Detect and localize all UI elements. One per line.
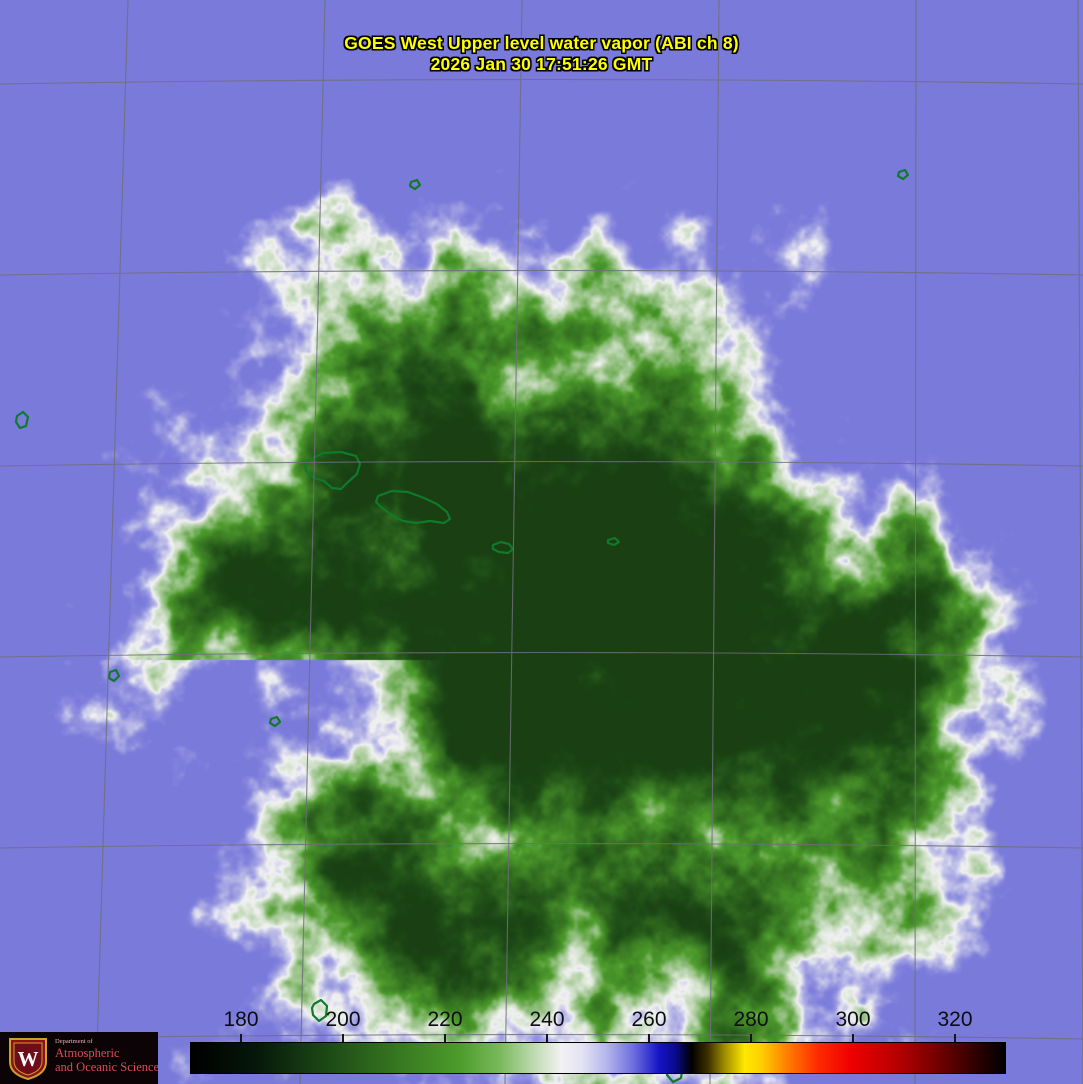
colorbar-tick-labels: 180 200 220 240 260 280 300 320 <box>190 1008 1006 1034</box>
colorbar-tick-label: 260 <box>631 1008 667 1031</box>
uw-crest-icon: W <box>9 1038 47 1081</box>
colorbar-tick-mark <box>852 1034 854 1042</box>
colorbar-tick-marks <box>190 1034 1006 1042</box>
colorbar-tick-mark <box>546 1034 548 1042</box>
colorbar-tick-mark <box>342 1034 344 1042</box>
colorbar-tick-label: 200 <box>325 1008 361 1031</box>
colorbar-tick-label: 300 <box>835 1008 871 1031</box>
colorbar-tick-label: 220 <box>427 1008 463 1031</box>
colorbar-tick-mark <box>648 1034 650 1042</box>
logo-line-2: and Oceanic Sciences <box>55 1060 158 1074</box>
logo-text-block: Department of Atmospheric and Oceanic Sc… <box>55 1038 158 1074</box>
colorbar-tick-mark <box>954 1034 956 1042</box>
colorbar-tick-mark <box>240 1034 242 1042</box>
logo-department-prefix: Department of <box>55 1038 93 1045</box>
svg-text:W: W <box>18 1047 39 1071</box>
colorbar-tick-label: 280 <box>733 1008 769 1031</box>
colorbar-tick-label: 320 <box>937 1008 973 1031</box>
colorbar-tick-label: 180 <box>223 1008 259 1031</box>
logo-line-1: Atmospheric <box>55 1046 120 1060</box>
uw-aos-logo: W Department of Atmospheric and Oceanic … <box>0 1032 158 1084</box>
colorbar-tick-mark <box>444 1034 446 1042</box>
colorbar-tick-label: 240 <box>529 1008 565 1031</box>
colorbar-group: 180 200 220 240 260 280 300 320 <box>190 1008 1006 1074</box>
colorbar-tick-mark <box>750 1034 752 1042</box>
colorbar-gradient <box>190 1042 1006 1074</box>
